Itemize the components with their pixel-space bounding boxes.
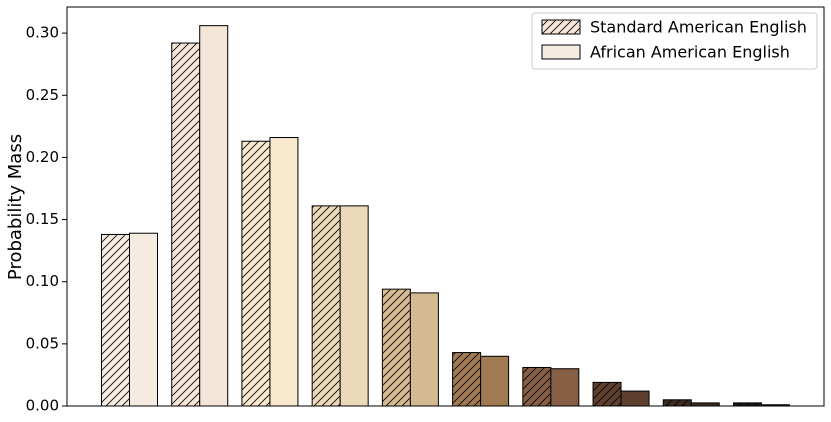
bar [269, 137, 299, 407]
y-tick-label: 0.00 [26, 397, 59, 415]
bar [128, 232, 158, 407]
y-tick-label: 0.25 [26, 86, 59, 104]
y-tick-label: 0.05 [26, 334, 59, 352]
legend-label: Standard American English [590, 18, 807, 37]
bar [409, 292, 439, 407]
bar [522, 366, 552, 407]
bar [339, 205, 369, 407]
bar [592, 381, 622, 407]
y-tick-label: 0.30 [26, 24, 59, 42]
bar [241, 140, 271, 407]
bar [662, 399, 692, 407]
legend: Standard American English African America… [531, 12, 818, 70]
plot-frame [66, 6, 825, 407]
bar [620, 390, 650, 407]
y-tick-label: 0.20 [26, 148, 59, 166]
bar [381, 288, 411, 407]
legend-label: African American English [590, 43, 790, 62]
bar [550, 368, 580, 407]
bar [452, 352, 482, 407]
y-tick-label: 0.10 [26, 272, 59, 290]
legend-swatch [541, 19, 581, 35]
y-axis-label: Probability Mass [5, 134, 26, 280]
legend-box [531, 12, 818, 70]
bar [100, 233, 130, 407]
bar [480, 355, 510, 407]
bar [311, 205, 341, 407]
bar [199, 25, 229, 407]
bar [171, 42, 201, 407]
y-tick-label: 0.15 [26, 210, 59, 228]
legend-swatch [541, 44, 581, 60]
